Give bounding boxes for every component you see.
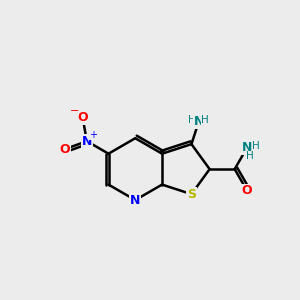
- Text: O: O: [242, 184, 253, 197]
- Text: N: N: [242, 141, 252, 154]
- Text: N: N: [130, 194, 140, 207]
- Text: N: N: [82, 135, 92, 148]
- Text: O: O: [59, 143, 70, 156]
- Text: H: H: [201, 115, 209, 125]
- Text: H: H: [251, 141, 259, 151]
- Text: S: S: [187, 188, 196, 201]
- Text: N: N: [194, 115, 204, 128]
- Text: H: H: [188, 115, 196, 125]
- Text: −: −: [70, 106, 79, 116]
- Text: H: H: [246, 151, 254, 161]
- Text: O: O: [77, 112, 88, 124]
- Text: +: +: [89, 130, 97, 140]
